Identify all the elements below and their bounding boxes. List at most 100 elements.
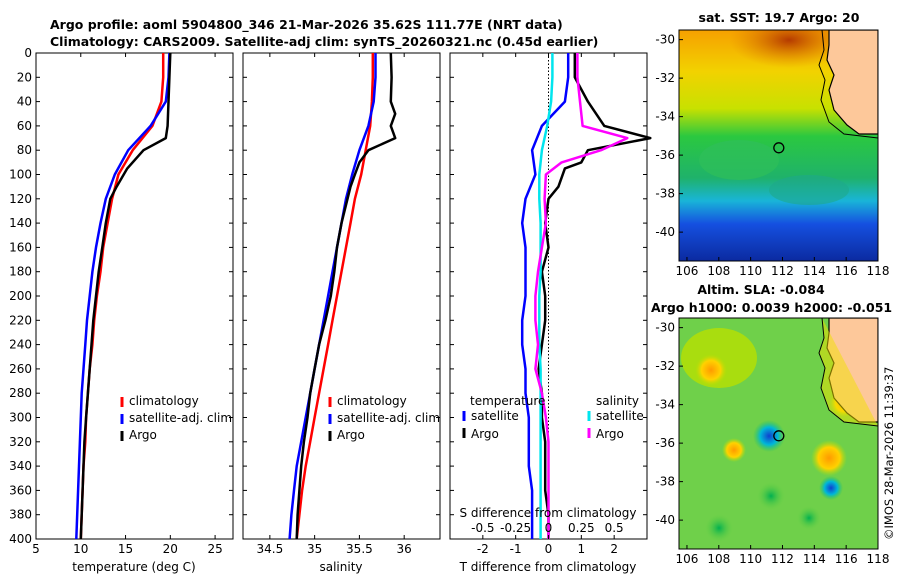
sla-low-2 xyxy=(819,476,843,500)
map-x-tick-label: 118 xyxy=(867,552,890,566)
y-tick-label: 100 xyxy=(9,168,32,182)
map-x-tick-label: 116 xyxy=(835,552,858,566)
map-y-tick-label: -36 xyxy=(655,148,675,162)
x-tick-label: 25 xyxy=(207,542,222,556)
y-tick-label: 380 xyxy=(9,508,32,522)
sla-map-subtitle: Argo h1000: 0.0039 h2000: -0.051 xyxy=(651,300,892,315)
legend-argo-label: Argo xyxy=(129,428,157,442)
x2-tick-label: 0.25 xyxy=(568,521,595,535)
x-tick-label: 10 xyxy=(73,542,88,556)
temperature-axes xyxy=(35,52,234,540)
y-tick-label: 120 xyxy=(9,192,32,206)
series-line-satellite-adj-clim xyxy=(75,52,171,540)
legend-temp-argo-label: Argo xyxy=(471,427,499,441)
sst-warm-region xyxy=(729,30,849,68)
series-line-temperature-satellite xyxy=(520,53,570,539)
temperature-xlabel: temperature (deg C) xyxy=(72,560,195,574)
y-tick-label: 200 xyxy=(9,289,32,303)
sst-map-title: sat. SST: 19.7 Argo: 20 xyxy=(699,10,860,25)
x-tick-label: 2 xyxy=(610,542,618,556)
sla-high-2 xyxy=(811,440,847,476)
sla-map: Altim. SLA: -0.084 Argo h1000: 0.0039 h2… xyxy=(651,282,892,566)
y-tick-label: 220 xyxy=(9,313,32,327)
map-x-tick-label: 112 xyxy=(771,264,794,278)
x-tick-label: 20 xyxy=(163,542,178,556)
sla-map-title: Altim. SLA: -0.084 xyxy=(697,282,825,297)
x2-tick-label: -0.25 xyxy=(500,521,531,535)
legend-sal-satellite-label: satellite xyxy=(596,409,644,423)
sst-green-patch xyxy=(699,140,779,180)
sla-high-3 xyxy=(722,438,746,462)
map-x-tick-label: 116 xyxy=(835,264,858,278)
header-line1: Argo profile: aoml 5904800_346 21-Mar-20… xyxy=(50,17,563,33)
y-tick-label: 300 xyxy=(9,411,32,425)
series-line-argo xyxy=(295,52,397,540)
x-tick-label: 35.5 xyxy=(346,542,373,556)
map-y-tick-label: -38 xyxy=(655,475,675,489)
map-x-tick-label: 108 xyxy=(707,552,730,566)
map-x-tick-label: 114 xyxy=(803,552,826,566)
series-line-salinity-satellite xyxy=(538,53,554,539)
difference-xlabel: T difference from climatology xyxy=(459,560,637,574)
map-x-tick-label: 114 xyxy=(803,264,826,278)
map-y-tick-label: -40 xyxy=(655,513,675,527)
map-y-tick-label: -40 xyxy=(655,225,675,239)
x-tick-label: 0 xyxy=(545,542,553,556)
x2-tick-label: 0.5 xyxy=(605,521,624,535)
map-y-tick-label: -32 xyxy=(655,359,675,373)
map-x-tick-label: 110 xyxy=(739,264,762,278)
legend-climatology-label: climatology xyxy=(129,394,199,408)
legend-temperature-title: temperature xyxy=(470,394,545,408)
difference-x2label: S difference from climatology xyxy=(460,506,637,520)
series-line-argo xyxy=(79,52,172,540)
y-tick-label: 240 xyxy=(9,338,32,352)
map-x-tick-label: 108 xyxy=(707,264,730,278)
sst-shelf-contour xyxy=(818,30,878,139)
y-tick-label: 140 xyxy=(9,216,32,230)
map-x-tick-label: 106 xyxy=(676,264,699,278)
y-tick-label: 340 xyxy=(9,459,32,473)
map-x-tick-label: 106 xyxy=(676,552,699,566)
x-tick-label: -1 xyxy=(510,542,522,556)
temperature-legend: climatology satellite-adj. clim Argo xyxy=(120,394,232,442)
salinity-axes xyxy=(242,52,441,540)
y-tick-label: 180 xyxy=(9,265,32,279)
map-y-tick-label: -34 xyxy=(655,398,675,412)
sla-green-3 xyxy=(797,506,821,530)
x-tick-label: 15 xyxy=(118,542,133,556)
salinity-panel: 34.5 35 35.5 36 salinity climatology satell… xyxy=(242,52,441,574)
salinity-legend: climatology satellite-adj. clim Argo xyxy=(328,394,440,442)
y-tick-label: 160 xyxy=(9,240,32,254)
x-tick-label: 35 xyxy=(307,542,322,556)
sla-high-1 xyxy=(695,354,727,386)
sst-map-plot xyxy=(679,30,878,261)
y-tick-label: 400 xyxy=(9,532,32,546)
sla-green-1 xyxy=(757,482,785,510)
x-tick-label: 5 xyxy=(32,542,40,556)
series-line-climatology xyxy=(295,53,375,540)
legend-climatology-label: climatology xyxy=(337,394,407,408)
map-y-tick-label: -32 xyxy=(655,71,675,85)
map-y-tick-label: -30 xyxy=(655,321,675,335)
map-y-tick-label: -30 xyxy=(655,33,675,47)
y-tick-label: 0 xyxy=(24,46,32,60)
sla-low-1 xyxy=(753,420,785,452)
y-tick-label: 320 xyxy=(9,435,32,449)
legend-salinity-title: salinity xyxy=(596,394,639,408)
map-x-tick-label: 118 xyxy=(867,264,890,278)
series-line-satellite-adj-clim xyxy=(288,53,377,540)
legend-satellite-label: satellite-adj. clim xyxy=(129,411,232,425)
series-line-salinity-argo xyxy=(534,53,629,539)
sst-argo-marker xyxy=(773,142,785,154)
map-y-tick-label: -38 xyxy=(655,187,675,201)
x-tick-label: -2 xyxy=(477,542,489,556)
map-x-tick-label: 110 xyxy=(739,552,762,566)
legend-sal-argo-label: Argo xyxy=(596,427,624,441)
temperature-panel: 5 10 15 20 25 0 20 40 60 80 100 120 140 160 180 200 220… xyxy=(9,46,234,574)
sst-teal-patch xyxy=(769,175,849,205)
y-tick-label: 40 xyxy=(17,95,32,109)
difference-panel: -2 -1 0 1 2 S difference from climatology -0… xyxy=(449,52,652,574)
x2-tick-label: 0 xyxy=(545,521,553,535)
difference-legend: temperature satellite Argo salinity sate… xyxy=(462,394,644,441)
